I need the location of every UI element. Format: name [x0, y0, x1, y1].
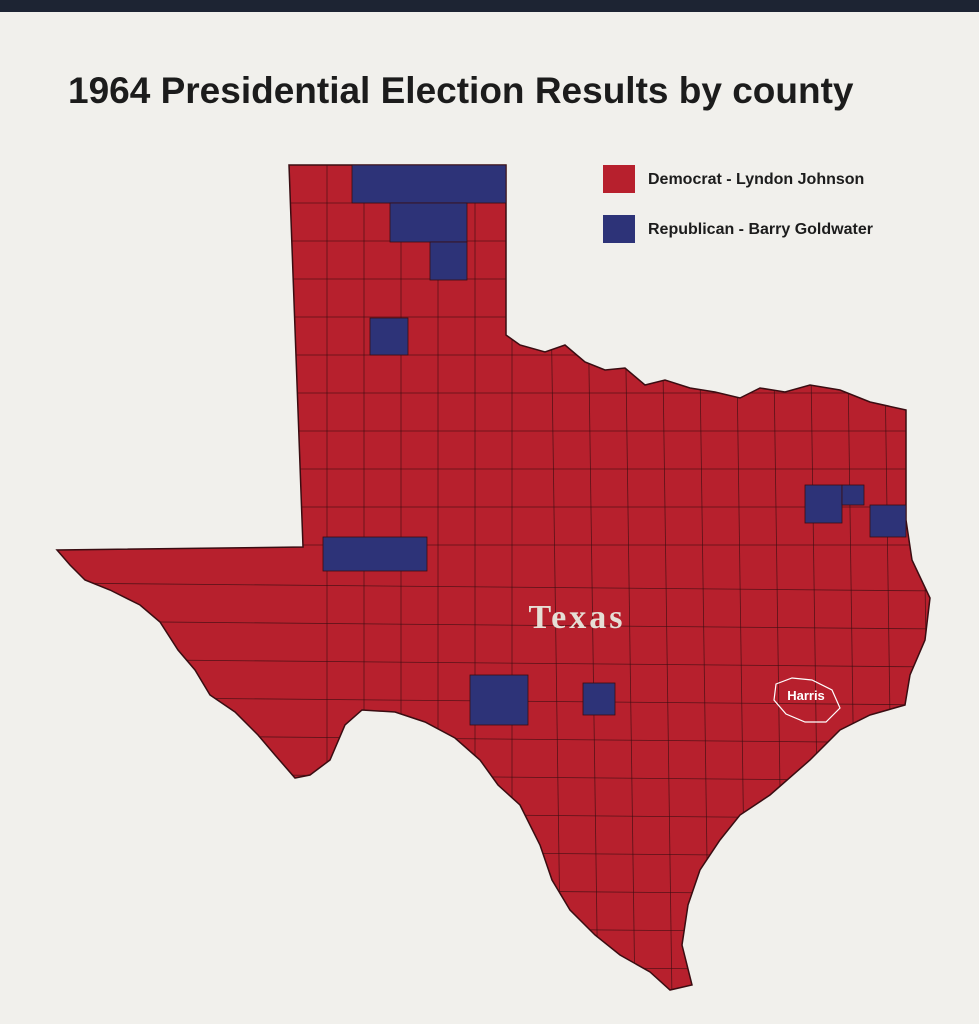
republican-county [469, 674, 529, 726]
title: 1964 Presidential Election Results by co… [68, 70, 854, 111]
legend-swatch [603, 215, 635, 243]
state-shape [55, 164, 931, 991]
republican-county [389, 202, 468, 243]
republican-county [351, 164, 507, 204]
county-line [57, 962, 930, 972]
legend-swatch [603, 165, 635, 193]
top-band [0, 0, 979, 12]
county-line [57, 582, 930, 592]
legend: Democrat - Lyndon Johnson Republican - Ba… [603, 165, 873, 243]
county-line [57, 924, 930, 934]
republican-county [429, 241, 468, 281]
county-line [57, 810, 930, 820]
republican-county [841, 484, 865, 506]
state-map [55, 164, 931, 991]
harris-outline [773, 677, 841, 723]
legend-label: Democrat - Lyndon Johnson [648, 171, 864, 188]
county-label: Harris [787, 688, 825, 703]
state-label: Texas [529, 599, 626, 636]
legend-label: Republican - Barry Goldwater [648, 221, 873, 238]
republican-county [322, 536, 428, 572]
county-line [57, 848, 930, 858]
republican-county [804, 484, 843, 524]
republican-county [869, 504, 907, 538]
county-line [57, 658, 930, 668]
county-line [57, 620, 930, 630]
republican-county [582, 682, 616, 716]
county-line [57, 886, 930, 896]
republican-county [369, 317, 409, 356]
